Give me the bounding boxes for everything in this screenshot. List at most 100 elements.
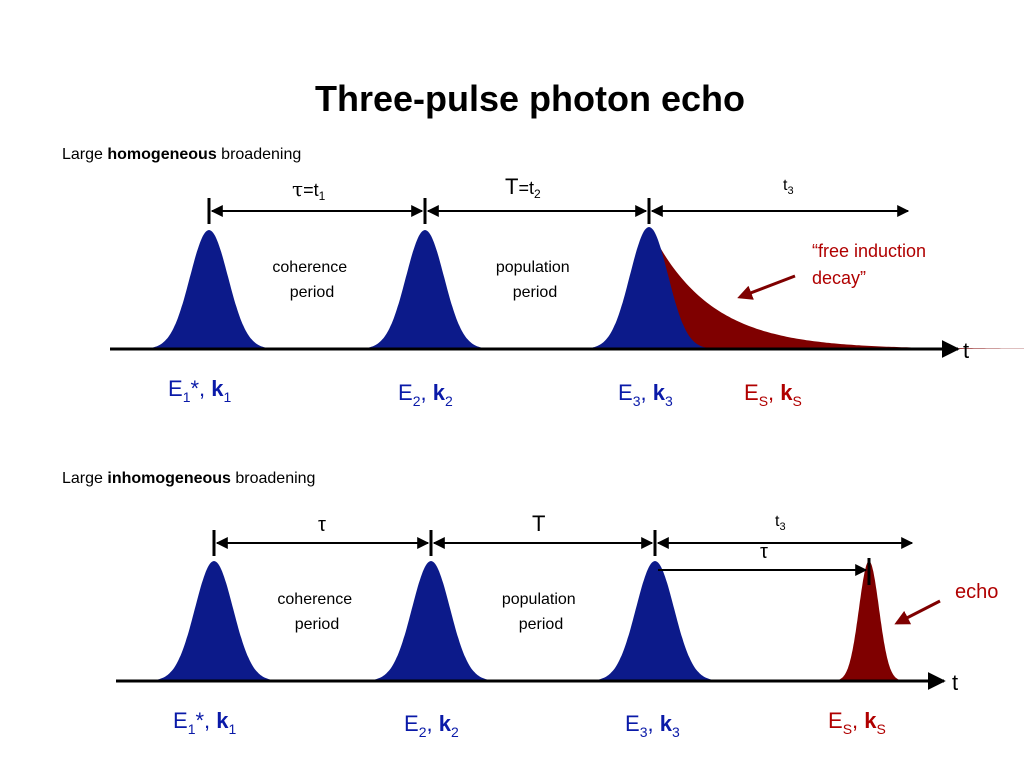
field-k: k (653, 380, 666, 405)
bottom-panel-caption: Large inhomogeneous broadening (62, 470, 315, 488)
T-symbol: T (505, 174, 518, 199)
interval-label-t3: t3 (783, 177, 794, 197)
field-k: k (864, 708, 877, 733)
caption-prefix: Large (62, 470, 108, 487)
field-separator: , (199, 376, 211, 401)
echo-annotation: echo (955, 581, 998, 603)
top-panel-caption: Large homogeneous broadening (62, 146, 301, 164)
T-equals: =t (518, 178, 534, 198)
field-separator: , (426, 711, 438, 736)
pulse-2 (370, 561, 492, 681)
field-k: k (216, 708, 229, 733)
fid-annotation: “free induction decay” (812, 241, 931, 288)
region-line-1: population (502, 591, 576, 608)
field-E: E (625, 711, 640, 736)
field-E-subscript: 1 (183, 389, 191, 405)
caption-keyword: inhomogeneous (107, 470, 231, 487)
field-E-subscript: 2 (413, 393, 421, 409)
field-k: k (439, 711, 452, 736)
field-k-subscript: 3 (672, 724, 680, 740)
t3-subscript: 3 (779, 521, 785, 533)
pulse-3 (594, 561, 716, 681)
field-k-subscript: 3 (665, 393, 673, 409)
caption-suffix: broadening (216, 146, 302, 163)
interval-label-T: T=t2 (505, 174, 541, 201)
population-period-label: population period (496, 259, 574, 301)
pulse-3 (588, 227, 710, 349)
field-separator: , (768, 380, 780, 405)
field-label-signal: ES, kS (744, 380, 802, 409)
caption-prefix: Large (62, 146, 108, 163)
pulse-1 (153, 561, 275, 681)
field-k: k (660, 711, 673, 736)
field-k-subscript: S (877, 721, 886, 737)
field-label-signal: ES, kS (828, 708, 886, 737)
caption-keyword: homogeneous (107, 146, 217, 163)
field-separator: , (647, 711, 659, 736)
echo-annotation-arrow (894, 599, 941, 625)
field-separator: , (204, 708, 216, 733)
coherence-period-label: coherence period (277, 591, 356, 633)
echo-delay-label: τ (760, 541, 768, 563)
bottom-panel: t τ T t3 τ coherence period population p… (116, 511, 998, 740)
t3-symbol: t (775, 513, 780, 530)
field-E: E (404, 711, 419, 736)
field-separator: , (852, 708, 864, 733)
field-E-subscript: S (759, 393, 768, 409)
field-k-subscript: 1 (224, 389, 232, 405)
fid-annotation-arrow (737, 274, 796, 300)
field-E: E (173, 708, 188, 733)
field-label-2: E2, k2 (404, 711, 459, 740)
field-label-3: E3, k3 (625, 711, 680, 740)
population-period-label: population period (502, 591, 580, 633)
field-k-subscript: 2 (451, 724, 459, 740)
fid-annotation-line-2: decay” (812, 268, 866, 288)
field-label-2: E2, k2 (398, 380, 453, 409)
t3-symbol: t (783, 177, 788, 194)
tau-equals: =t (303, 180, 319, 200)
fid-annotation-line-1: “free induction (812, 241, 926, 261)
field-k: k (211, 376, 224, 401)
page-title: Three-pulse photon echo (314, 78, 745, 119)
pulse-1 (148, 230, 270, 349)
field-k: k (433, 380, 446, 405)
echo-signal (837, 561, 901, 681)
region-line-1: coherence (277, 591, 352, 608)
field-E-star: * (190, 376, 199, 401)
field-E-subscript: 3 (633, 393, 641, 409)
region-line-1: coherence (272, 259, 347, 276)
field-E-subscript: 2 (419, 724, 427, 740)
time-axis-label: t (952, 670, 958, 695)
interval-label-tau: τ (318, 514, 326, 536)
T-subscript: 2 (534, 187, 541, 201)
region-line-2: period (295, 616, 339, 633)
region-line-2: period (519, 616, 563, 633)
field-k: k (780, 380, 793, 405)
field-E: E (618, 380, 633, 405)
field-E-subscript: 1 (188, 721, 196, 737)
field-label-1: E1*, k1 (173, 708, 237, 737)
field-separator: , (420, 380, 432, 405)
field-k-subscript: 1 (229, 721, 237, 737)
region-line-2: period (513, 284, 557, 301)
time-axis-label: t (963, 338, 969, 363)
field-E-subscript: 3 (640, 724, 648, 740)
field-E: E (168, 376, 183, 401)
tau-symbol: τ (292, 177, 303, 201)
field-label-1: E1*, k1 (168, 376, 232, 405)
field-E: E (828, 708, 843, 733)
pulse-2 (364, 230, 486, 349)
field-E-star: * (195, 708, 204, 733)
caption-suffix: broadening (230, 470, 316, 487)
interval-label-tau: τ=t1 (292, 177, 326, 203)
tau-subscript: 1 (319, 189, 326, 203)
interval-label-t3: t3 (775, 513, 786, 533)
field-E: E (744, 380, 759, 405)
field-label-3: E3, k3 (618, 380, 673, 409)
field-E: E (398, 380, 413, 405)
coherence-period-label: coherence period (272, 259, 351, 301)
field-separator: , (640, 380, 652, 405)
region-line-1: population (496, 259, 570, 276)
interval-label-T: T (532, 511, 545, 536)
